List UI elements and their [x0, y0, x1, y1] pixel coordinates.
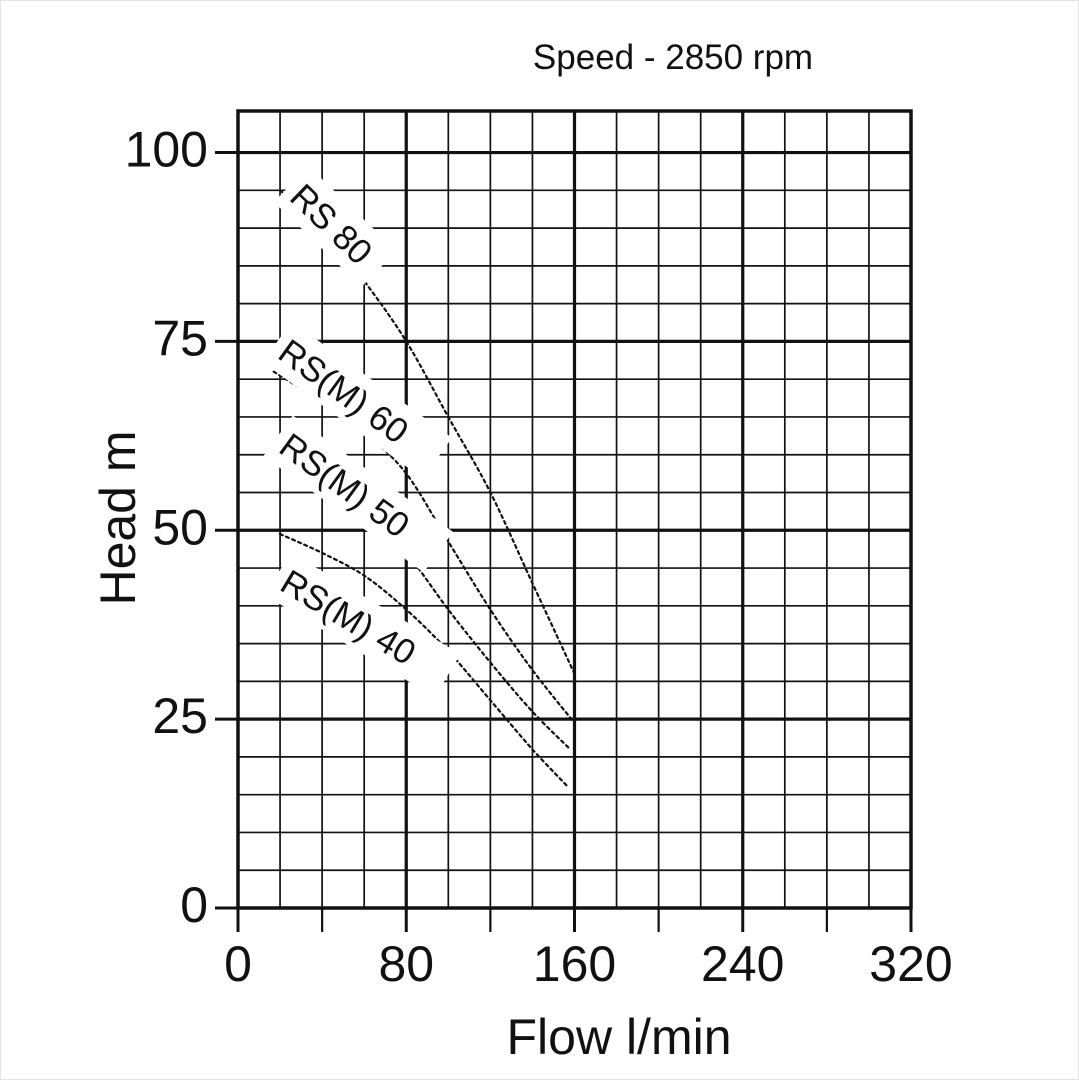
y-axis-title: Head m: [90, 430, 146, 606]
curve-label-mask: [262, 321, 453, 479]
x-tick-label: 0: [224, 936, 252, 992]
x-tick-label: 80: [378, 936, 434, 992]
y-tick-label: 25: [152, 688, 208, 744]
curve-rs-m-40: [278, 532, 570, 789]
tick-labels: 100 75 50 25 00 80 160 240 320: [125, 122, 953, 992]
x-tick-label: 160: [533, 936, 616, 992]
grid: [238, 111, 911, 908]
y-tick-label: 0: [180, 877, 208, 933]
curve-label-mask: [264, 552, 461, 698]
x-tick-label: 240: [701, 936, 784, 992]
y-tick-label: 100: [125, 122, 208, 178]
curve-label-mask: [273, 166, 397, 287]
x-axis-title: Flow l/min: [506, 1009, 732, 1065]
curve-label-rs-80: RS 80: [273, 166, 397, 287]
chart-title: Speed - 2850 rpm: [532, 38, 814, 77]
y-tick-label: 75: [152, 310, 208, 366]
curve-label-text: RS(M) 40: [274, 562, 422, 673]
curve-label-mask: [263, 415, 454, 573]
x-tick-label: 320: [869, 936, 952, 992]
axis-ticks: [215, 151, 913, 932]
y-tick-label: 50: [152, 499, 208, 555]
